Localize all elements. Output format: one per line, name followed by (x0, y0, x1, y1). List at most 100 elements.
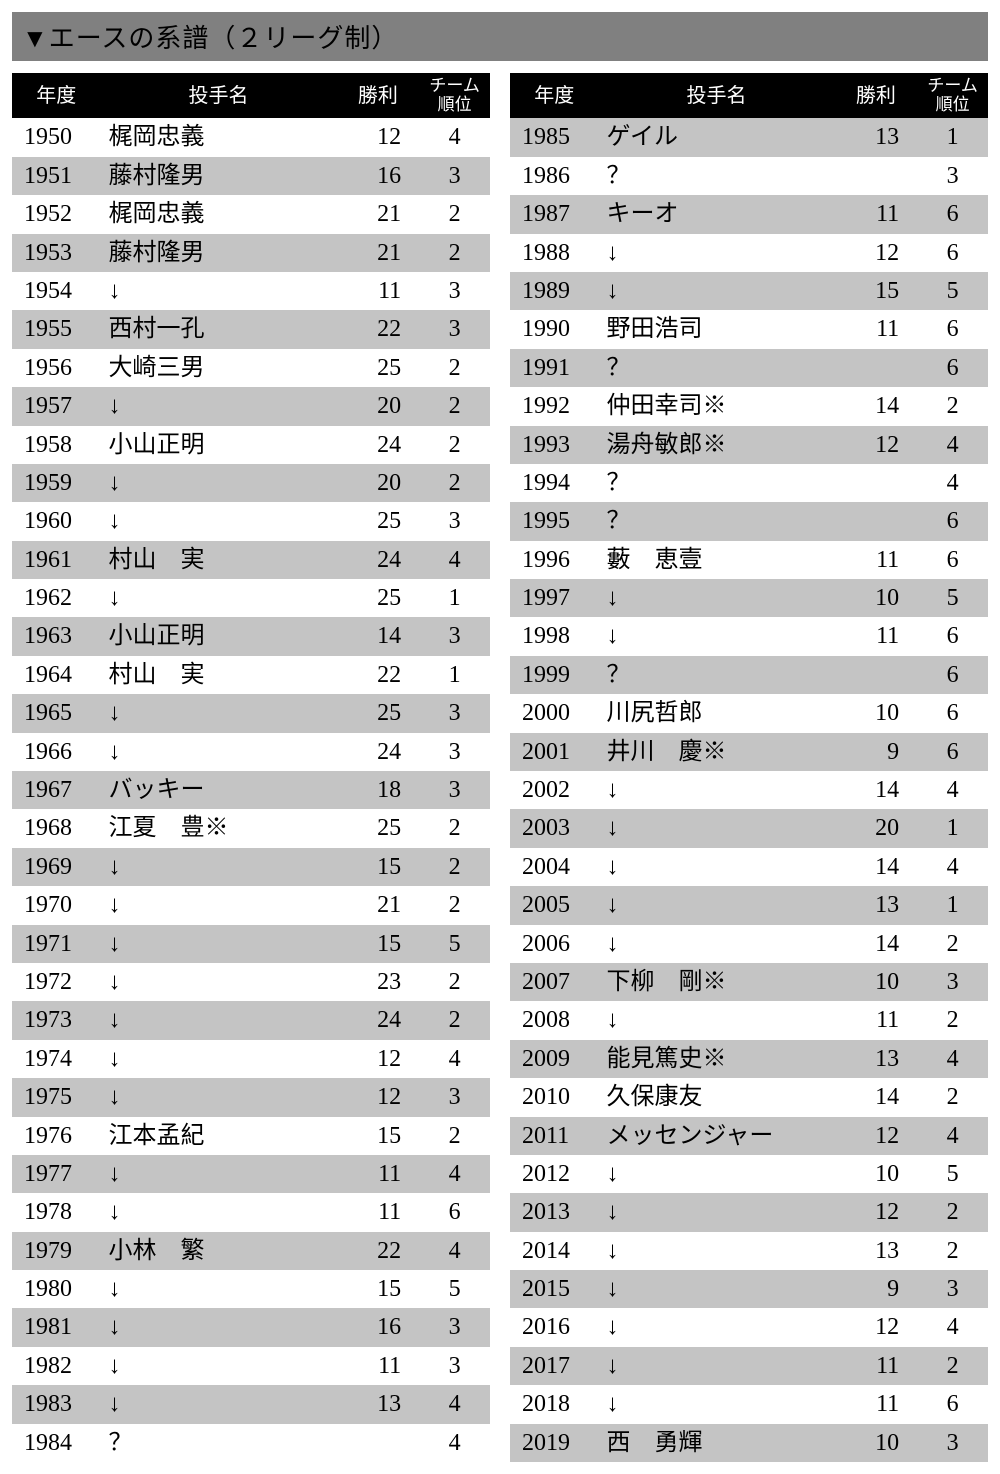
cell-rank: 5 (419, 925, 490, 963)
cell-name: ↓ (101, 963, 337, 1001)
cell-wins: 12 (835, 426, 918, 464)
cell-wins: 21 (337, 195, 420, 233)
cell-name: ↓ (101, 387, 337, 425)
table-row: 1992仲田幸司※142 (510, 387, 988, 425)
table-row: 1963小山正明143 (12, 617, 490, 655)
table-row: 1974↓124 (12, 1040, 490, 1078)
col-name: 投手名 (101, 73, 337, 118)
cell-wins: 18 (337, 771, 420, 809)
cell-year: 1978 (12, 1193, 101, 1231)
cell-year: 2009 (510, 1040, 599, 1078)
cell-rank: 6 (419, 1193, 490, 1231)
cell-rank: 3 (917, 1270, 988, 1308)
cell-name: 村山 実 (101, 656, 337, 694)
cell-wins: 25 (337, 349, 420, 387)
cell-wins: 11 (337, 1193, 420, 1231)
cell-rank: 4 (917, 1040, 988, 1078)
cell-rank: 4 (419, 118, 490, 156)
cell-rank: 2 (917, 1232, 988, 1270)
cell-name: ↓ (101, 1270, 337, 1308)
cell-year: 1950 (12, 118, 101, 156)
cell-rank: 2 (419, 464, 490, 502)
cell-name: ？ (599, 157, 835, 195)
table-row: 1970↓212 (12, 886, 490, 924)
table-row: 2006↓142 (510, 925, 988, 963)
cell-year: 1968 (12, 809, 101, 847)
cell-wins: 13 (337, 1385, 420, 1423)
table-row: 1965↓253 (12, 694, 490, 732)
header-row: 年度 投手名 勝利 チーム 順位 (510, 73, 988, 118)
cell-year: 1983 (12, 1385, 101, 1423)
cell-year: 1973 (12, 1001, 101, 1039)
cell-wins: 11 (337, 1347, 420, 1385)
cell-year: 1972 (12, 963, 101, 1001)
cell-name: ゲイル (599, 118, 835, 156)
cell-wins: 21 (337, 886, 420, 924)
cell-year: 1966 (12, 733, 101, 771)
cell-wins: 11 (835, 541, 918, 579)
cell-year: 1981 (12, 1308, 101, 1346)
cell-name: ？ (599, 464, 835, 502)
cell-wins: 14 (835, 387, 918, 425)
cell-wins: 24 (337, 733, 420, 771)
cell-year: 1991 (510, 349, 599, 387)
cell-year: 1993 (510, 426, 599, 464)
table-row: 1986？3 (510, 157, 988, 195)
cell-name: メッセンジャー (599, 1117, 835, 1155)
cell-name: 川尻哲郎 (599, 694, 835, 732)
cell-year: 2014 (510, 1232, 599, 1270)
table-row: 1962↓251 (12, 579, 490, 617)
cell-wins: 9 (835, 733, 918, 771)
col-wins: 勝利 (337, 73, 420, 118)
cell-year: 2017 (510, 1347, 599, 1385)
cell-wins: 11 (835, 1385, 918, 1423)
cell-wins: 12 (337, 1078, 420, 1116)
cell-name: ↓ (101, 694, 337, 732)
cell-wins (337, 1424, 420, 1462)
cell-name: 梶岡忠義 (101, 195, 337, 233)
table-row: 2005↓131 (510, 886, 988, 924)
table-row: 1973↓242 (12, 1001, 490, 1039)
cell-wins: 15 (835, 272, 918, 310)
header-row: 年度 投手名 勝利 チーム 順位 (12, 73, 490, 118)
cell-year: 1953 (12, 234, 101, 272)
col-rank: チーム 順位 (419, 73, 490, 118)
table-row: 1981↓163 (12, 1308, 490, 1346)
cell-rank: 3 (419, 502, 490, 540)
cell-name: 久保康友 (599, 1078, 835, 1116)
cell-name: ↓ (599, 234, 835, 272)
table-row: 1977↓114 (12, 1155, 490, 1193)
cell-name: ↓ (599, 617, 835, 655)
cell-wins: 16 (337, 157, 420, 195)
cell-wins: 22 (337, 310, 420, 348)
table-row: 2007下柳 剛※103 (510, 963, 988, 1001)
table-row: 1979小林 繁224 (12, 1232, 490, 1270)
table-row: 2011メッセンジャー124 (510, 1117, 988, 1155)
cell-wins: 14 (835, 925, 918, 963)
cell-wins: 14 (835, 848, 918, 886)
cell-rank: 6 (917, 195, 988, 233)
cell-year: 1999 (510, 656, 599, 694)
cell-wins: 16 (337, 1308, 420, 1346)
cell-rank: 3 (419, 1308, 490, 1346)
cell-wins: 12 (835, 1308, 918, 1346)
cell-name: ↓ (101, 1308, 337, 1346)
cell-year: 1963 (12, 617, 101, 655)
cell-wins: 11 (337, 1155, 420, 1193)
cell-name: ↓ (101, 1347, 337, 1385)
cell-wins: 11 (835, 1347, 918, 1385)
cell-name: ↓ (101, 1040, 337, 1078)
cell-name: キーオ (599, 195, 835, 233)
cell-name: ↓ (101, 502, 337, 540)
cell-wins: 10 (835, 1424, 918, 1462)
cell-rank: 2 (917, 1001, 988, 1039)
cell-wins: 20 (337, 464, 420, 502)
cell-name: ↓ (599, 1193, 835, 1231)
table-row: 1990野田浩司116 (510, 310, 988, 348)
cell-wins: 24 (337, 1001, 420, 1039)
cell-year: 2007 (510, 963, 599, 1001)
cell-name: ？ (599, 502, 835, 540)
cell-wins: 9 (835, 1270, 918, 1308)
cell-rank: 2 (419, 886, 490, 924)
cell-rank: 6 (917, 1385, 988, 1423)
